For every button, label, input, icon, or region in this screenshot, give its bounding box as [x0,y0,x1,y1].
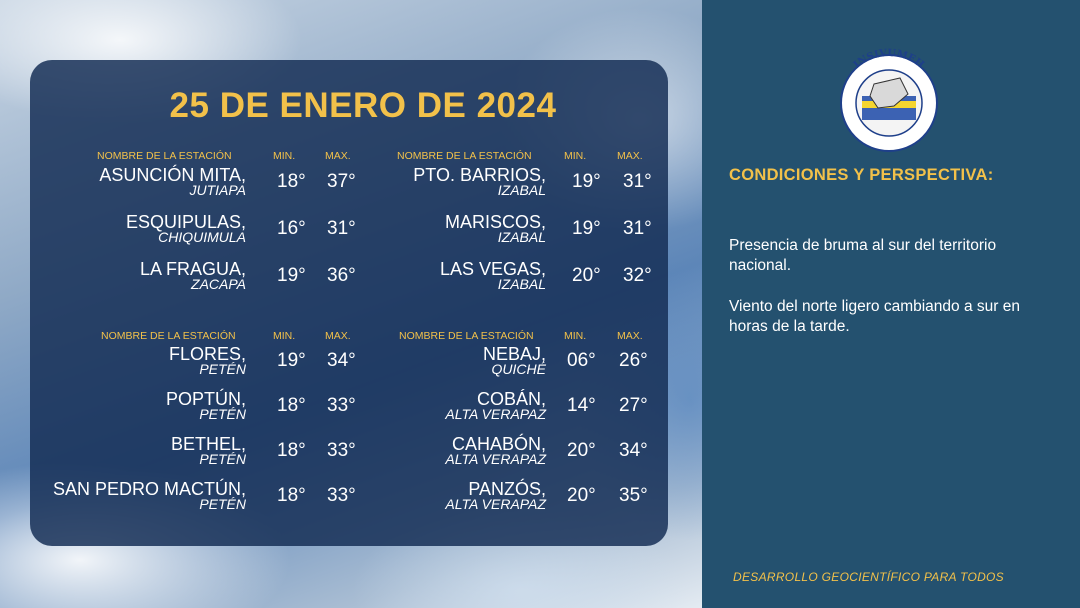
column-header-max: MAX. [325,150,351,162]
max-temperature: 33° [327,395,356,416]
station-department: PETÉN [199,451,246,467]
max-temperature: 26° [619,350,648,371]
station-name: POPTÚN, [165,389,246,409]
station-name: CAHABÓN, [451,434,546,454]
max-temperature: 27° [619,395,648,416]
station-department: IZABAL [497,276,546,292]
column-header-station: NOMBRE DE LA ESTACIÓN [399,330,534,342]
column-header-min: MIN. [273,330,296,342]
date-title: 25 DE ENERO DE 2024 [169,86,557,125]
column-header-min: MIN. [564,150,587,162]
station-name: COBÁN, [476,389,546,409]
max-temperature: 33° [327,440,356,461]
max-temperature: 33° [327,485,356,506]
min-temperature: 16° [277,218,306,239]
column-header-station: NOMBRE DE LA ESTACIÓN [397,150,532,162]
min-temperature: 06° [567,350,596,371]
station-department: IZABAL [497,182,546,198]
station-name: ESQUIPULAS, [125,212,246,232]
column-header-max: MAX. [617,150,643,162]
min-temperature: 19° [277,265,306,286]
station-department: JUTIAPA [189,182,246,198]
conditions-heading: CONDICIONES Y PERSPECTIVA: [729,166,994,184]
max-temperature: 34° [327,350,356,371]
station-department: PETÉN [199,406,246,422]
min-temperature: 19° [572,218,601,239]
station-department: ALTA VERAPAZ [445,406,546,422]
max-temperature: 37° [327,171,356,192]
station-department: CHIQUIMULA [158,229,246,245]
max-temperature: 32° [623,265,652,286]
max-temperature: 31° [623,171,652,192]
max-temperature: 31° [623,218,652,239]
min-temperature: 18° [277,440,306,461]
max-temperature: 34° [619,440,648,461]
station-name: PTO. BARRIOS, [413,165,546,185]
station-name: ASUNCIÓN MITA, [99,165,246,185]
min-temperature: 19° [277,350,306,371]
station-name: LAS VEGAS, [439,259,546,279]
column-header-min: MIN. [273,150,296,162]
footer-slogan: DESARROLLO GEOCIENTÍFICO PARA TODOS [733,570,1004,584]
station-department: PETÉN [199,361,246,377]
min-temperature: 18° [277,395,306,416]
max-temperature: 35° [619,485,648,506]
insivumeh-logo: INSIVUMEH [840,48,938,152]
conditions-paragraph-2: Viento del norte ligero cambiando a sur … [729,298,1020,335]
min-temperature: 14° [567,395,596,416]
station-department: PETÉN [199,496,246,512]
station-name: PANZÓS, [468,479,546,499]
max-temperature: 31° [327,218,356,239]
station-name: LA FRAGUA, [139,259,246,279]
conditions-paragraph-1: Presencia de bruma al sur del territorio… [729,237,997,274]
min-temperature: 20° [567,440,596,461]
max-temperature: 36° [327,265,356,286]
station-department: QUICHÉ [491,361,546,377]
station-name: NEBAJ, [482,344,546,364]
station-name: FLORES, [168,344,246,364]
min-temperature: 20° [572,265,601,286]
min-temperature: 20° [567,485,596,506]
station-department: ALTA VERAPAZ [445,496,546,512]
station-name: SAN PEDRO MACTÚN, [52,479,246,499]
column-header-max: MAX. [325,330,351,342]
forecast-panel [30,60,668,546]
station-department: ALTA VERAPAZ [445,451,546,467]
column-header-station: NOMBRE DE LA ESTACIÓN [101,330,236,342]
column-header-max: MAX. [617,330,643,342]
column-header-min: MIN. [564,330,587,342]
station-name: BETHEL, [170,434,246,454]
min-temperature: 18° [277,171,306,192]
station-department: ZACAPA [191,276,246,292]
min-temperature: 18° [277,485,306,506]
station-name: MARISCOS, [444,212,546,232]
column-header-station: NOMBRE DE LA ESTACIÓN [97,150,232,162]
station-department: IZABAL [497,229,546,245]
min-temperature: 19° [572,171,601,192]
